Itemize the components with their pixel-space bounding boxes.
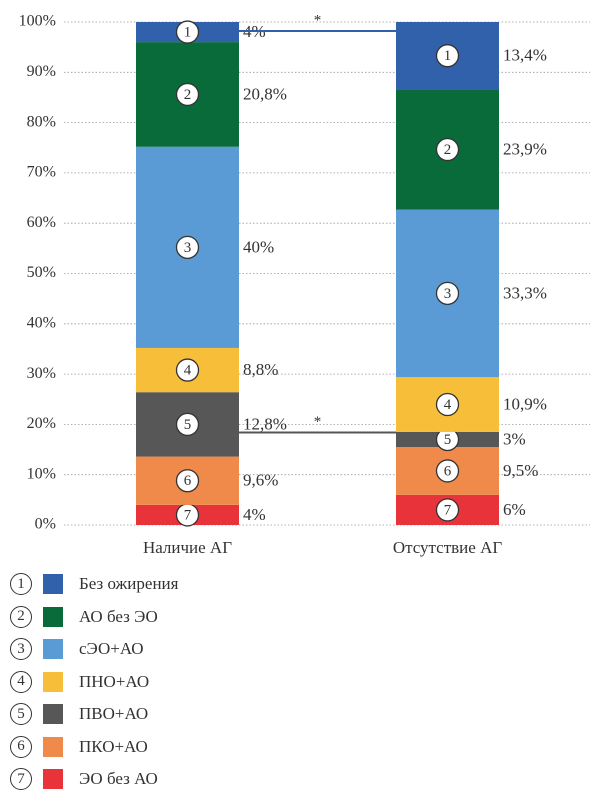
legend-swatch	[43, 769, 63, 790]
legend-swatch	[43, 671, 63, 692]
legend-number: 1	[10, 573, 32, 596]
legend-swatch	[43, 736, 63, 757]
data-label: 9,5%	[503, 461, 538, 480]
data-label: 40%	[243, 237, 274, 256]
segment-number-circle	[435, 459, 460, 483]
y-tick-label: 60%	[27, 214, 56, 231]
segment-number-circle	[175, 469, 200, 493]
legend-label: сЭО+АО	[79, 639, 144, 659]
data-label: 13,4%	[503, 46, 547, 65]
legend-item: 2 АО без ЭО	[10, 601, 178, 634]
legend-label: ПНО+АО	[79, 671, 150, 691]
significance-asterisk: *	[314, 12, 322, 28]
y-tick-label: 80%	[27, 113, 56, 130]
legend-item: 1 Без ожирения	[10, 568, 178, 601]
segment-number: 2	[184, 87, 192, 103]
segment-number: 2	[444, 142, 452, 158]
legend: 1 Без ожирения 2 АО без ЭО 3 сЭО+АО 4 ПНО+АО 5 ПВ…	[10, 568, 178, 796]
legend-number: 3	[10, 638, 32, 661]
data-label: 9,6%	[243, 471, 278, 490]
y-tick-label: 70%	[27, 164, 56, 181]
legend-swatch	[43, 574, 63, 595]
data-label: 23,9%	[503, 139, 547, 158]
legend-number: 6	[10, 735, 32, 758]
legend-item: 6 ПКО+АО	[10, 731, 178, 764]
segment-number: 7	[184, 507, 192, 523]
segment-number: 3	[444, 286, 452, 302]
y-tick-label: 0%	[35, 516, 56, 533]
legend-swatch	[43, 704, 63, 725]
segment-number-circle	[175, 358, 200, 382]
legend-number: 2	[10, 605, 32, 628]
segment-number: 1	[444, 48, 452, 64]
stacked-bar-chart: 0% 10% 20% 30% 40% 50% 60% 70% 80% 90% 100% 7 4% 6 9,6…	[19, 12, 590, 557]
y-tick-label: 10%	[27, 465, 56, 482]
segment-number-circle	[175, 20, 200, 44]
data-label: 20,8%	[243, 84, 287, 103]
legend-number: 4	[10, 670, 32, 693]
x-category-label: Отсутствие АГ	[393, 538, 503, 557]
y-tick-label: 100%	[19, 13, 56, 30]
segment-number: 5	[184, 417, 192, 433]
segment-number: 5	[444, 432, 452, 448]
legend-label: АО без ЭО	[79, 606, 158, 626]
legend-label: ЭО без АО	[79, 769, 158, 789]
segment-number: 4	[184, 363, 192, 379]
legend-item: 3 сЭО+АО	[10, 633, 178, 666]
legend-swatch	[43, 639, 63, 660]
legend-number: 5	[10, 703, 32, 726]
data-label: 8,8%	[243, 360, 278, 379]
segment-number: 1	[184, 24, 192, 40]
y-tick-label: 90%	[27, 63, 56, 80]
segment-number: 4	[444, 397, 452, 413]
data-label: 4%	[243, 505, 266, 524]
segment-number: 6	[444, 463, 452, 479]
segment-number-circle	[435, 137, 460, 162]
segment-number: 7	[444, 502, 452, 518]
y-tick-label: 40%	[27, 314, 56, 331]
segment-number-circle	[435, 392, 460, 417]
x-category-label: Наличие АГ	[143, 538, 232, 557]
segment-number: 6	[184, 473, 192, 489]
legend-item: 7 ЭО без АО	[10, 763, 178, 796]
y-tick-label: 20%	[27, 415, 56, 432]
significance-asterisk: *	[314, 414, 322, 430]
segment-number-circle	[435, 44, 460, 68]
legend-item: 4 ПНО+АО	[10, 666, 178, 699]
legend-number: 7	[10, 768, 32, 791]
data-label: 10,9%	[503, 394, 547, 413]
segment-number-circle	[435, 498, 460, 522]
data-label: 33,3%	[503, 283, 547, 302]
segment-number: 3	[184, 240, 192, 256]
data-label: 12,8%	[243, 414, 287, 433]
segment-number-circle	[175, 82, 200, 107]
segment-number-circle	[435, 281, 460, 306]
segment-number-circle	[175, 412, 200, 437]
y-tick-label: 50%	[27, 264, 56, 281]
legend-swatch	[43, 606, 63, 627]
legend-label: Без ожирения	[79, 574, 179, 594]
y-tick-label: 30%	[27, 365, 56, 382]
data-label: 6%	[503, 500, 526, 519]
legend-label: ПКО+АО	[79, 736, 148, 756]
legend-label: ПВО+АО	[79, 704, 149, 724]
segment-number-circle	[175, 235, 200, 259]
legend-item: 5 ПВО+АО	[10, 698, 178, 731]
data-label: 3%	[503, 429, 526, 448]
